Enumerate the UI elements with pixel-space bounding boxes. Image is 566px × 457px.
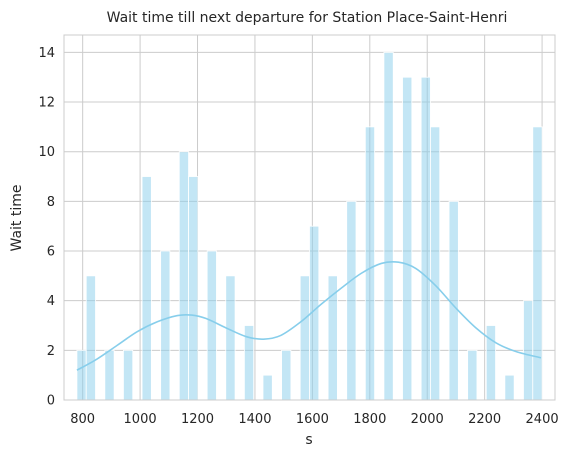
plot-frame	[63, 34, 556, 401]
y-tick-label: 12	[38, 96, 55, 111]
histogram-bar	[364, 126, 376, 401]
histogram-bar	[402, 76, 413, 401]
x-tick-label: 1600	[296, 412, 329, 427]
histogram-bar	[504, 374, 515, 401]
y-tick-label: 8	[47, 195, 55, 210]
x-tick-label: 1200	[181, 412, 214, 427]
x-tick-label: 2400	[526, 412, 559, 427]
x-axis-label: s	[305, 432, 312, 448]
histogram-bar	[448, 200, 459, 401]
y-tick-label: 2	[47, 344, 55, 359]
y-tick-label: 6	[47, 245, 55, 260]
histogram-bar	[299, 275, 310, 401]
x-tick-label: 1000	[124, 412, 157, 427]
histogram-bar	[430, 126, 441, 401]
y-tick-label: 4	[47, 294, 55, 309]
x-tick-label: 2200	[468, 412, 501, 427]
x-tick-label: 1800	[353, 412, 386, 427]
histogram-bar	[225, 275, 236, 401]
y-axis-label: Wait time	[9, 185, 25, 252]
histogram-bars	[76, 51, 543, 401]
histogram-bar	[262, 374, 273, 401]
y-tick-label: 14	[38, 46, 55, 61]
x-tick-label: 1400	[238, 412, 271, 427]
histogram-bar	[76, 349, 87, 401]
histogram-bar	[178, 151, 189, 401]
histogram-bar	[188, 176, 199, 401]
histogram-bar	[85, 275, 96, 401]
y-tick-label: 0	[47, 394, 55, 409]
histogram-bar	[160, 250, 171, 401]
histogram-bar	[523, 300, 534, 401]
kde-curve	[76, 260, 542, 371]
x-tick-labels: 800 1000 1200 1400 1600 1800 2000 2200 2400	[70, 412, 558, 427]
histogram-bar	[104, 349, 115, 401]
histogram-bar	[123, 349, 134, 401]
x-tick-label: 800	[70, 412, 95, 427]
y-tick-labels: 0 2 4 6 8 10 12 14	[38, 46, 55, 409]
histogram-bar	[383, 51, 394, 401]
y-tick-label: 10	[38, 145, 55, 160]
chart-title: Wait time till next departure for Statio…	[107, 10, 508, 26]
histogram-bar	[420, 76, 431, 401]
histogram-bar	[532, 126, 543, 401]
histogram-bar	[281, 349, 292, 401]
histogram-bar	[141, 176, 152, 401]
histogram-bar	[206, 250, 217, 401]
histogram-bar	[346, 200, 357, 401]
histogram-bar	[467, 349, 478, 401]
x-tick-label: 2000	[411, 412, 444, 427]
